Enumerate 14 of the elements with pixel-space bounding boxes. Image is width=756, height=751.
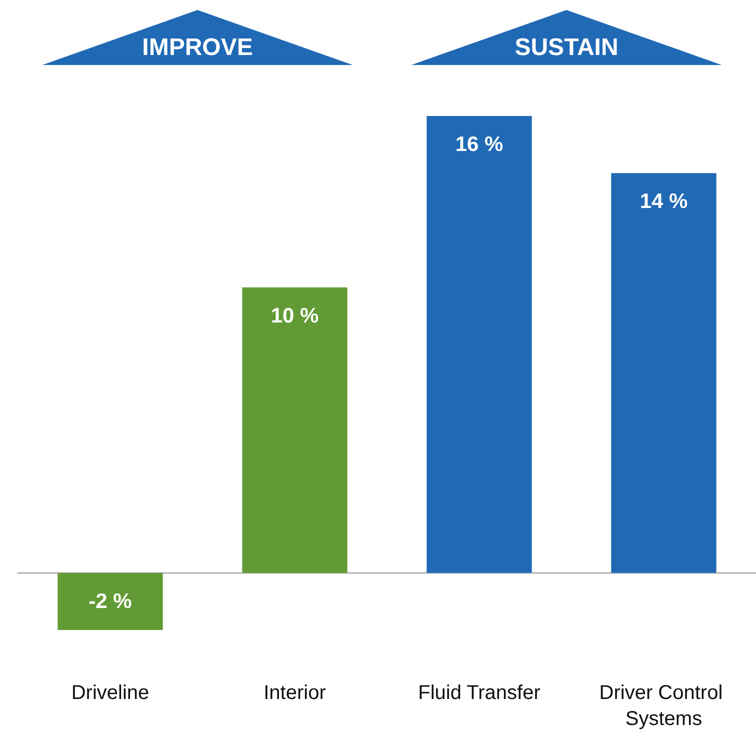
bar	[58, 572, 163, 630]
data-label: -2 %	[88, 590, 132, 613]
data-label: 14 %	[640, 190, 688, 214]
text: SUSTAIN	[514, 34, 618, 61]
data-label: 10 %	[270, 304, 320, 328]
x-tick-label: Fluid Transfer	[418, 682, 541, 704]
x-tick-label: Interior	[264, 682, 326, 704]
bar	[242, 287, 348, 573]
bar	[611, 173, 716, 573]
text: IMPROVE	[142, 34, 253, 61]
x-tick-label: Driver Control Systems	[599, 682, 728, 730]
x-tick-label: Driveline	[71, 682, 150, 704]
data-label: 16 %	[455, 133, 504, 156]
bar	[426, 116, 532, 573]
